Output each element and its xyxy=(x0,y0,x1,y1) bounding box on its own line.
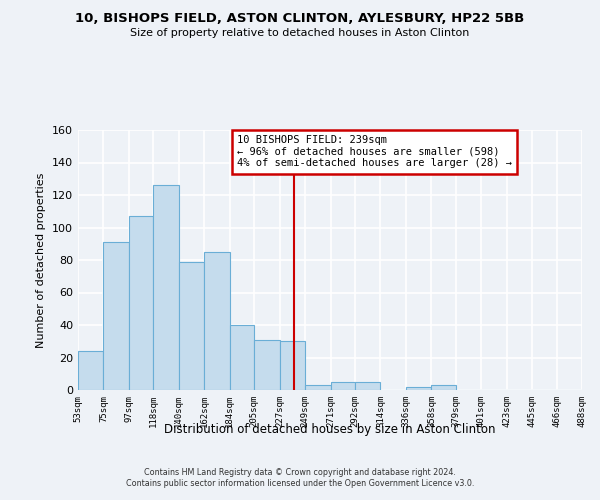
Bar xyxy=(431,385,456,390)
Text: Distribution of detached houses by size in Aston Clinton: Distribution of detached houses by size … xyxy=(164,422,496,436)
Bar xyxy=(78,351,103,390)
Bar xyxy=(331,382,355,390)
Bar xyxy=(179,262,204,390)
Text: 10 BISHOPS FIELD: 239sqm
← 96% of detached houses are smaller (598)
4% of semi-d: 10 BISHOPS FIELD: 239sqm ← 96% of detach… xyxy=(237,135,512,168)
Text: Size of property relative to detached houses in Aston Clinton: Size of property relative to detached ho… xyxy=(130,28,470,38)
Bar xyxy=(355,382,380,390)
Bar xyxy=(230,325,254,390)
Bar xyxy=(406,387,431,390)
Bar xyxy=(154,185,179,390)
Bar xyxy=(305,385,331,390)
Bar xyxy=(204,252,230,390)
Text: 10, BISHOPS FIELD, ASTON CLINTON, AYLESBURY, HP22 5BB: 10, BISHOPS FIELD, ASTON CLINTON, AYLESB… xyxy=(76,12,524,26)
Y-axis label: Number of detached properties: Number of detached properties xyxy=(37,172,46,348)
Text: Contains HM Land Registry data © Crown copyright and database right 2024.
Contai: Contains HM Land Registry data © Crown c… xyxy=(126,468,474,487)
Bar xyxy=(254,340,280,390)
Bar xyxy=(129,216,154,390)
Bar xyxy=(280,341,305,390)
Bar xyxy=(103,242,129,390)
